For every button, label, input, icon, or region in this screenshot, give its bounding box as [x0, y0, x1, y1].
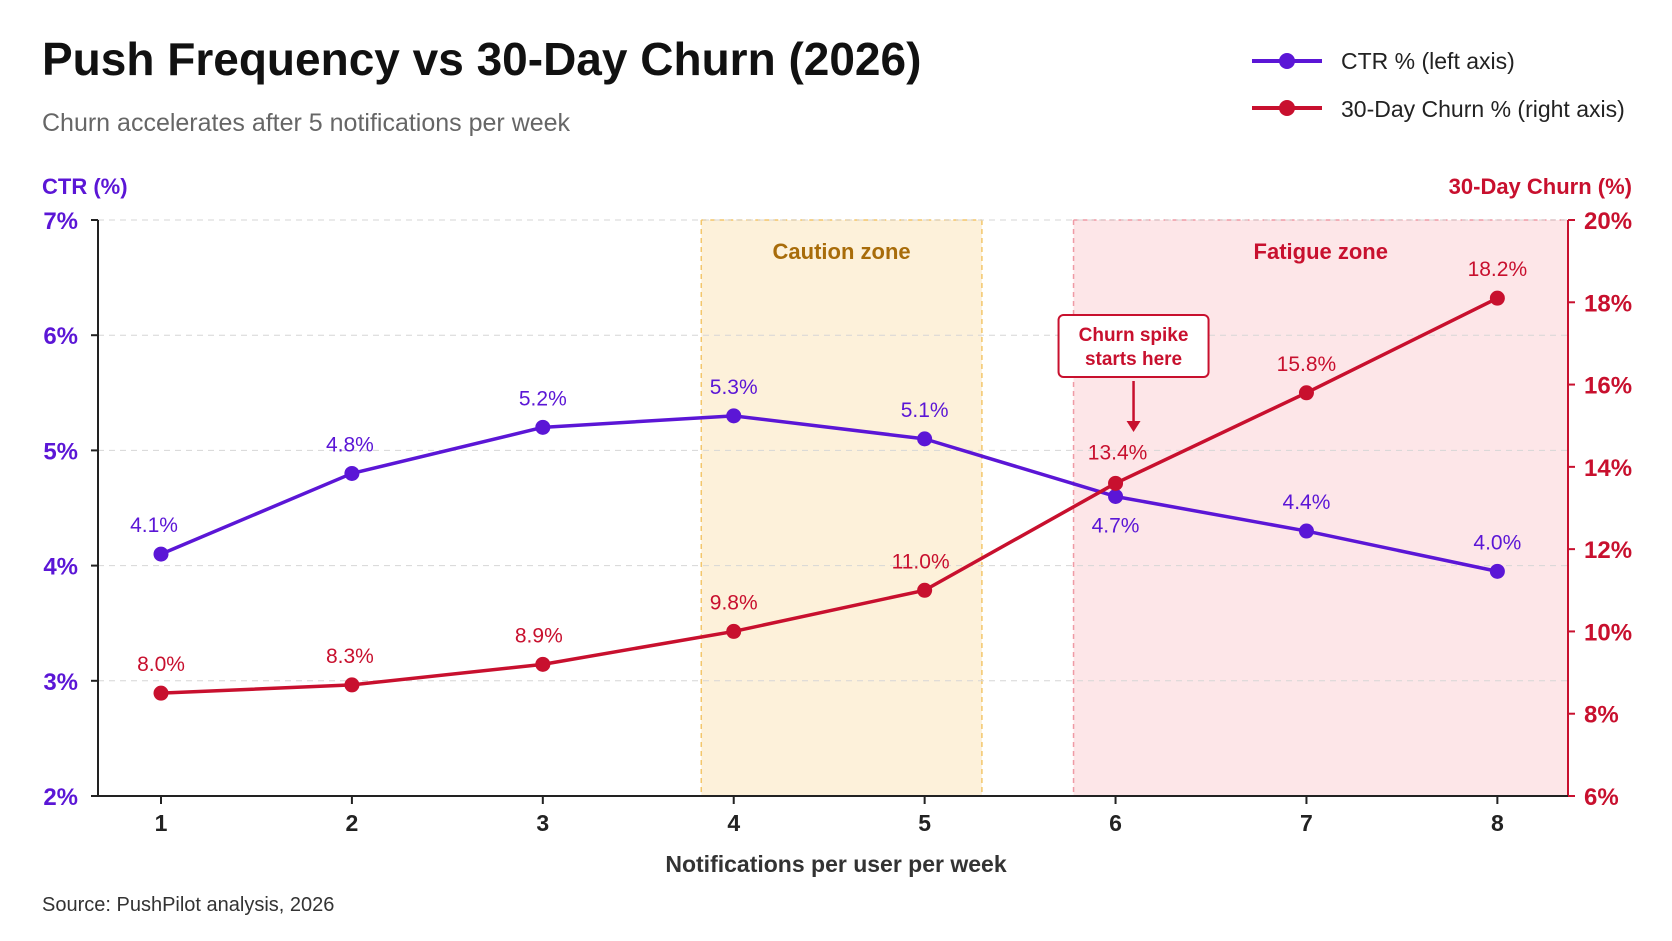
y-right-tick-label: 14%	[1584, 455, 1632, 482]
legend-marker-churn	[1279, 100, 1295, 116]
ctr-point	[1298, 523, 1314, 539]
y-right-tick-label: 12%	[1584, 537, 1632, 564]
churn-line	[160, 296, 1499, 695]
churn-point	[535, 656, 551, 672]
y-left-tick-label: 5%	[43, 438, 78, 465]
y-right-tick-label: 10%	[1584, 619, 1632, 646]
callout-text-line: starts here	[1085, 349, 1182, 370]
fatigue-zone-label: Fatigue zone	[1254, 239, 1388, 264]
churn-data-label: 8.9%	[515, 624, 563, 647]
ctr-point	[726, 408, 742, 424]
ctr-data-label: 4.8%	[326, 433, 374, 456]
y-axis-right-title: 30-Day Churn (%)	[1449, 174, 1632, 199]
churn-data-label: 9.8%	[710, 591, 758, 614]
churn-data-label: 18.2%	[1468, 258, 1528, 281]
chart-subtitle: Churn accelerates after 5 notifications …	[42, 109, 571, 137]
chart-title: Push Frequency vs 30-Day Churn (2026)	[42, 33, 921, 85]
ctr-point	[535, 419, 551, 435]
x-tick-label: 4	[727, 810, 740, 836]
callout-box	[1057, 314, 1210, 378]
caution-zone-label: Caution zone	[773, 239, 911, 264]
y-axis-left-title: CTR (%)	[42, 174, 128, 199]
ctr-data-label: 5.3%	[710, 376, 758, 399]
x-tick-label: 5	[918, 810, 931, 836]
annotation: Churn spike starts here	[1057, 314, 1210, 432]
y-left-tick-label: 6%	[43, 323, 78, 350]
ctr-point	[917, 431, 933, 447]
y-right-tick-label: 8%	[1584, 702, 1619, 729]
churn-point	[1108, 475, 1124, 491]
y-left-tick-label: 7%	[43, 208, 78, 235]
legend-label-ctr: CTR % (left axis)	[1341, 48, 1515, 74]
ctr-point	[344, 465, 360, 481]
grid	[98, 219, 1568, 682]
ctr-point	[1489, 563, 1505, 579]
ctr-data-label: 4.7%	[1092, 514, 1140, 537]
y-left-tick-label: 3%	[43, 669, 78, 696]
churn-data-label: 15.8%	[1277, 353, 1337, 376]
churn-point	[917, 582, 933, 598]
y-right-tick-label: 6%	[1584, 784, 1619, 811]
x-tick-label: 6	[1109, 810, 1122, 836]
ctr-data-label: 4.4%	[1283, 491, 1331, 514]
x-tick-label: 8	[1491, 810, 1504, 836]
caution-zone-band	[701, 220, 982, 796]
legend: CTR % (left axis) 30-Day Churn % (right …	[1252, 48, 1625, 122]
callout-arrow-head	[1126, 421, 1141, 432]
churn-point	[726, 623, 742, 639]
ctr-data-label: 4.1%	[130, 514, 178, 537]
legend-marker-ctr	[1279, 53, 1295, 69]
y-left-tick-label: 4%	[43, 554, 78, 581]
churn-data-label: 13.4%	[1088, 441, 1148, 464]
churn-point	[344, 677, 360, 693]
legend-label-churn: 30-Day Churn % (right axis)	[1341, 96, 1625, 122]
y-right-tick-label: 16%	[1584, 373, 1632, 400]
y-right-tick-label: 18%	[1584, 290, 1632, 317]
ticks: 2% 3% 4% 5% 6% 7% 6% 8% 10% 12% 14% 16% 18% 20% 1 2 3 4 5 6…	[43, 208, 1632, 836]
x-tick-label: 2	[346, 810, 359, 836]
x-tick-label: 1	[155, 810, 168, 836]
ctr-data-label: 5.2%	[519, 387, 567, 410]
ctr-line	[160, 414, 1498, 574]
churn-point	[1489, 290, 1505, 306]
churn-point	[153, 685, 169, 701]
y-right-tick-label: 20%	[1584, 208, 1632, 235]
ctr-data-label: 5.1%	[901, 399, 949, 422]
churn-data-label: 8.3%	[326, 645, 374, 668]
callout-text-line: Churn spike	[1079, 325, 1189, 346]
ctr-data-label: 4.0%	[1473, 531, 1521, 554]
series: 4.1% 4.8% 5.2% 5.3% 5.1% 4.7% 4.4% 4.0% 8.0% 8.3%…	[130, 258, 1528, 701]
axes	[97, 220, 1569, 797]
x-axis-title: Notifications per user per week	[665, 851, 1006, 877]
source-note: Source: PushPilot analysis, 2026	[42, 894, 334, 916]
ctr-point	[1108, 488, 1124, 504]
x-tick-label: 7	[1300, 810, 1313, 836]
churn-point	[1298, 385, 1314, 401]
x-tick-label: 3	[536, 810, 549, 836]
churn-data-label: 11.0%	[892, 550, 950, 573]
churn-data-label: 8.0%	[137, 653, 185, 676]
y-left-tick-label: 2%	[43, 784, 78, 811]
ctr-point	[153, 546, 169, 562]
zones: Caution zone Fatigue zone	[700, 219, 1568, 796]
